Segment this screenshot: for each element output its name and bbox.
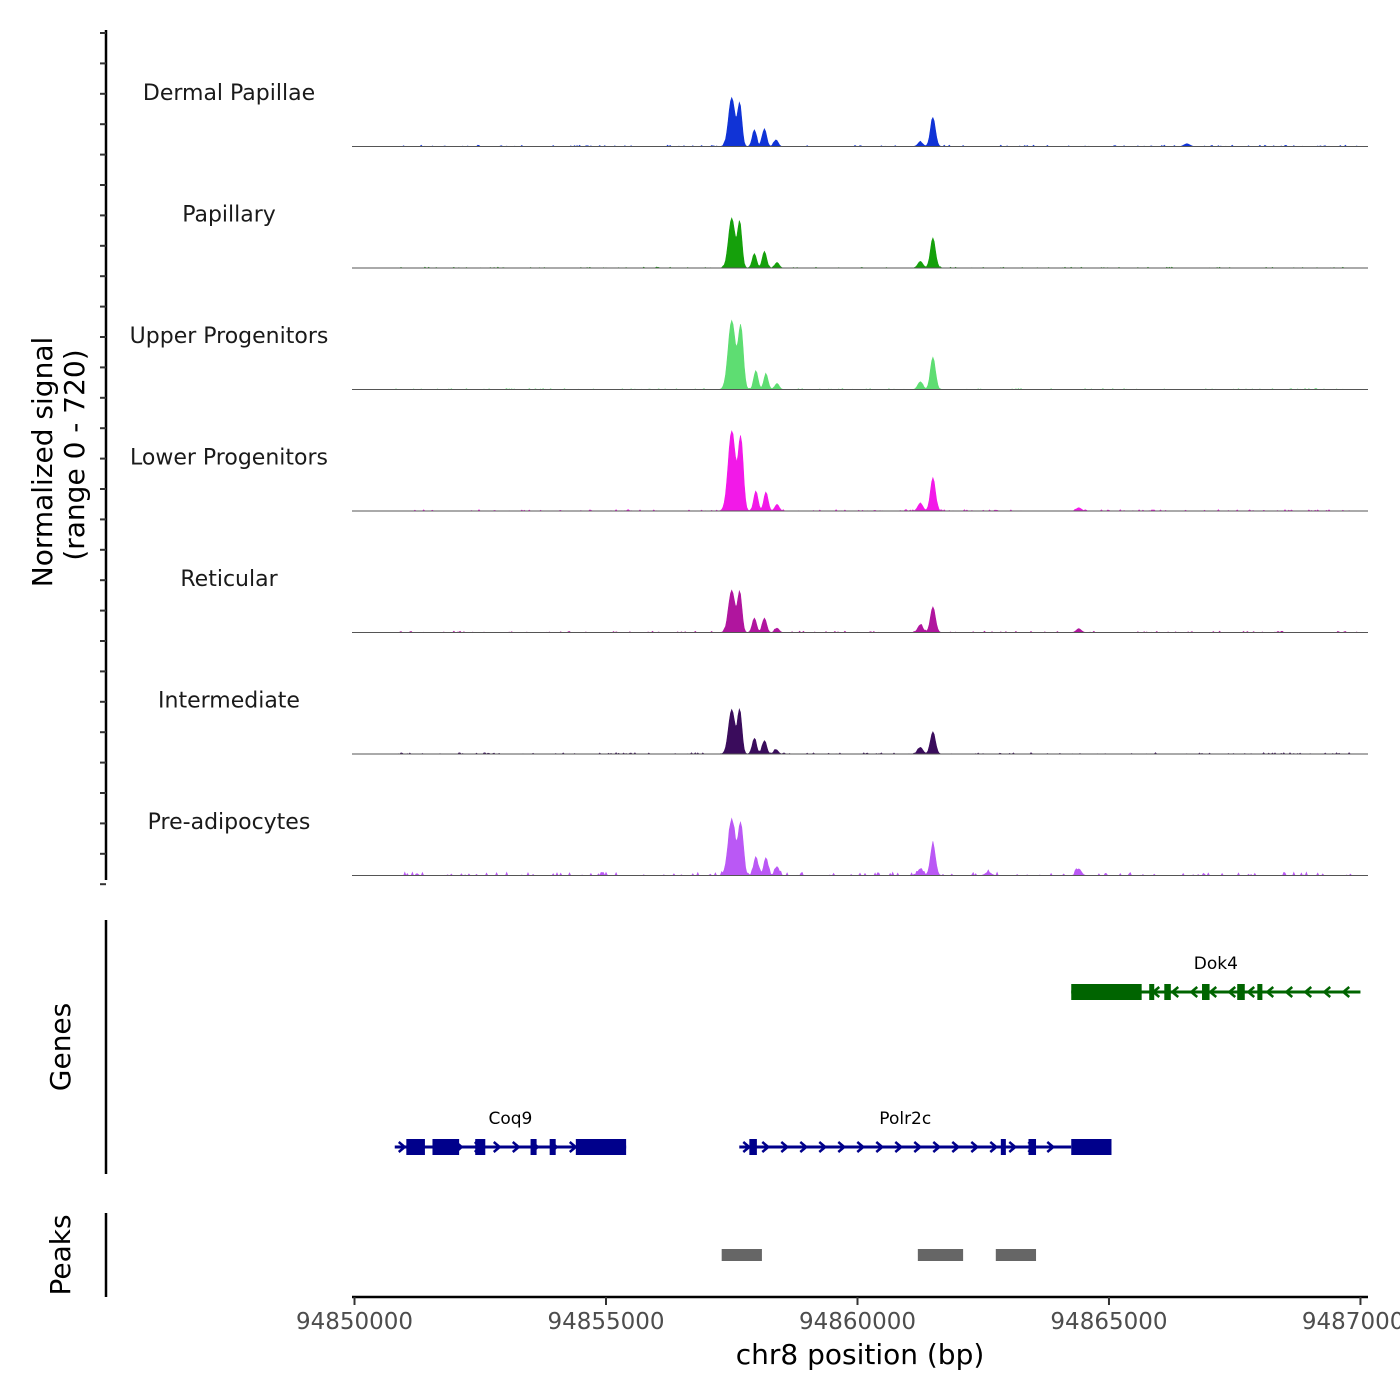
track-label: Upper Progenitors xyxy=(130,324,329,349)
x-tick-label: 94855000 xyxy=(547,1309,664,1335)
strand-arrow xyxy=(1265,986,1275,998)
coverage-area xyxy=(394,589,1359,633)
strand-arrow xyxy=(1170,986,1180,998)
gene-exon xyxy=(1164,984,1171,1000)
track-papillary: Papillary xyxy=(182,203,1368,269)
x-axis: 94850000 94855000 94860000 94865000 94870000 xyxy=(296,1295,1400,1335)
strand-arrow xyxy=(989,1141,999,1153)
peak-region xyxy=(917,1249,964,1261)
coverage-area xyxy=(393,319,1358,390)
genes-axis-title: Genes xyxy=(44,1003,77,1091)
strand-arrow xyxy=(1046,1141,1056,1153)
track-reticular: Reticular xyxy=(180,567,1368,633)
strand-arrow xyxy=(894,1141,904,1153)
gene-exon xyxy=(575,1139,627,1155)
gene-exon xyxy=(432,1139,460,1155)
coverage-area xyxy=(394,430,1358,512)
gene-label: Dok4 xyxy=(1194,954,1238,974)
x-tick-label: 94850000 xyxy=(296,1309,413,1335)
strand-arrow xyxy=(761,1141,771,1153)
strand-arrow xyxy=(397,1141,407,1153)
strand-arrow xyxy=(799,1141,809,1153)
gene-exon xyxy=(1071,1139,1112,1155)
strand-arrow xyxy=(1322,986,1332,998)
track-intermediate: Intermediate xyxy=(158,689,1368,755)
track-label: Dermal Papillae xyxy=(143,81,315,106)
strand-arrow xyxy=(932,1141,942,1153)
coverage-area xyxy=(394,217,1358,269)
gene-dok4: Dok4 xyxy=(1071,954,1361,1000)
strand-arrow xyxy=(1284,986,1294,998)
gene-exon xyxy=(749,1139,757,1155)
y-axis-title: Normalized signal xyxy=(26,337,59,588)
strand-arrow xyxy=(1208,986,1218,998)
gene-exon xyxy=(406,1139,425,1155)
x-tick-label: 94870000 xyxy=(1302,1309,1400,1335)
strand-arrow xyxy=(511,1141,521,1153)
strand-arrow xyxy=(818,1141,828,1153)
peaks-axis-title: Peaks xyxy=(44,1214,77,1295)
gene-label: Polr2c xyxy=(879,1109,931,1129)
strand-arrow xyxy=(742,1141,752,1153)
gene-coq9: Coq9 xyxy=(394,1109,627,1155)
coverage-area xyxy=(394,96,1359,147)
gene-exon xyxy=(549,1139,556,1155)
strand-arrow xyxy=(913,1141,923,1153)
x-axis-title: chr8 position (bp) xyxy=(736,1338,985,1371)
strand-arrow xyxy=(1227,986,1237,998)
peak-region xyxy=(995,1249,1037,1261)
strand-arrow xyxy=(856,1141,866,1153)
peaks-panel xyxy=(104,1213,1037,1297)
track-label: Papillary xyxy=(182,203,276,228)
gene-exon xyxy=(1028,1139,1037,1155)
x-tick-label: 94860000 xyxy=(799,1309,916,1335)
coverage-area xyxy=(394,817,1358,877)
gene-exon xyxy=(1149,984,1155,1000)
genes-panel: Coq9 Polr2c Dok4 xyxy=(104,920,1361,1174)
strand-arrow xyxy=(1189,986,1199,998)
strand-arrow xyxy=(780,1141,790,1153)
coverage-tracks: Dermal Papillae Papillary Upper Progenitor… xyxy=(130,81,1368,877)
strand-arrow xyxy=(837,1141,847,1153)
strand-arrow xyxy=(1341,986,1351,998)
track-pre-adipocytes: Pre-adipocytes xyxy=(148,810,1368,877)
track-lower-progenitors: Lower Progenitors xyxy=(130,430,1368,512)
gene-exon xyxy=(1257,984,1263,1000)
gene-polr2c: Polr2c xyxy=(739,1109,1112,1155)
track-upper-progenitors: Upper Progenitors xyxy=(130,319,1368,390)
strand-arrow xyxy=(1303,986,1313,998)
strand-arrow xyxy=(875,1141,885,1153)
strand-arrow xyxy=(1246,986,1256,998)
track-label: Intermediate xyxy=(158,689,300,714)
signal-y-axis xyxy=(100,30,108,886)
gene-exon xyxy=(1071,984,1142,1000)
track-label: Pre-adipocytes xyxy=(148,810,311,835)
strand-arrow xyxy=(951,1141,961,1153)
gene-exon xyxy=(475,1139,486,1155)
gene-exon xyxy=(1000,1139,1006,1155)
x-tick-label: 94865000 xyxy=(1050,1309,1167,1335)
gene-label: Coq9 xyxy=(488,1109,532,1129)
strand-arrow xyxy=(492,1141,502,1153)
peak-region xyxy=(721,1249,762,1261)
y-axis-range-label: (range 0 - 720) xyxy=(58,349,91,560)
strand-arrow xyxy=(1008,1141,1018,1153)
strand-arrow xyxy=(568,1141,578,1153)
track-dermal-papillae: Dermal Papillae xyxy=(143,81,1368,147)
track-label: Reticular xyxy=(180,567,278,592)
gene-exon xyxy=(1237,984,1245,1000)
gene-exon xyxy=(1202,984,1210,1000)
coverage-area xyxy=(394,708,1358,755)
gene-exon xyxy=(530,1139,537,1155)
strand-arrow xyxy=(970,1141,980,1153)
track-label: Lower Progenitors xyxy=(130,446,328,471)
